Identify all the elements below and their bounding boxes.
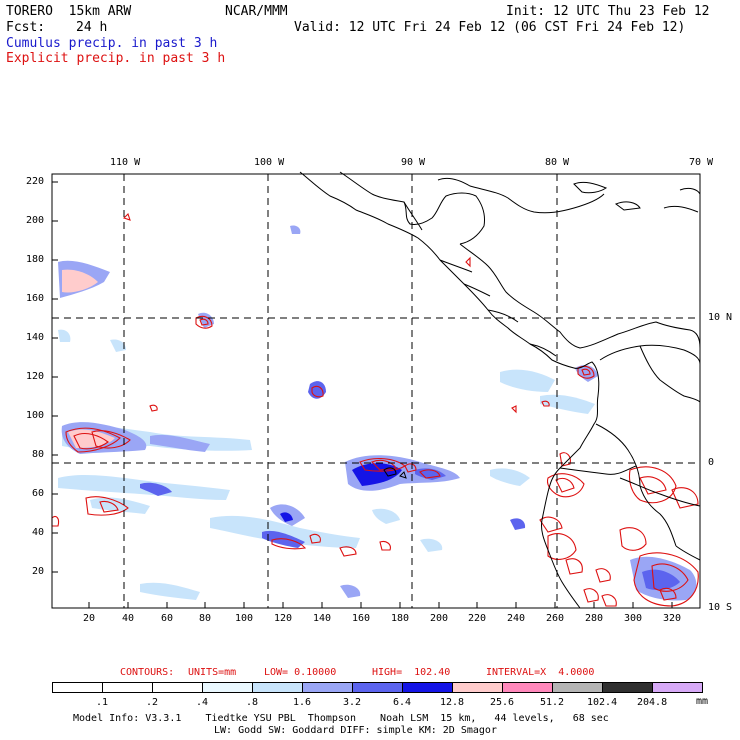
colorbar-label: .2 — [146, 697, 159, 708]
colorbar-label: .1 — [96, 697, 109, 708]
model-name: TORERO 15km ARW — [6, 4, 132, 19]
model-info: Model Info: V3.3.1 Tiedtke YSU PBL Thomp… — [73, 713, 609, 724]
colorbar-label: 12.8 — [440, 697, 465, 708]
lat-lon-grid — [52, 174, 700, 608]
map-frame — [51, 173, 701, 609]
lon-label-90w: 90 W — [401, 157, 426, 168]
colorbar-label: 6.4 — [393, 697, 412, 708]
organization: NCAR/MMM — [225, 4, 288, 19]
colorbar-cell — [652, 682, 703, 693]
y-label: 220 — [26, 176, 45, 187]
y-label: 200 — [26, 215, 45, 226]
x-label: 20 — [83, 613, 96, 624]
colorbar-cell — [252, 682, 303, 693]
valid-time: Valid: 12 UTC Fri 24 Feb 12 (06 CST Fri … — [294, 20, 686, 35]
contours-label: CONTOURS: — [120, 667, 175, 678]
y-label: 180 — [26, 254, 45, 265]
x-label: 280 — [585, 613, 604, 624]
colorbar-label: 102.4 — [587, 697, 618, 708]
forecast-hour: 24 h — [76, 20, 108, 35]
colorbar-label: 3.2 — [343, 697, 362, 708]
x-label: 240 — [507, 613, 526, 624]
y-label: 80 — [32, 449, 45, 460]
colorbar-cell — [602, 682, 653, 693]
forecast-label: Fcst: — [6, 20, 46, 35]
colorbar-cell — [202, 682, 253, 693]
lat-label-0: 0 — [708, 457, 715, 468]
contours-high: HIGH= 102.40 — [372, 667, 451, 678]
colorbar-label: 204.8 — [637, 697, 668, 708]
x-label: 180 — [391, 613, 410, 624]
colorbar-cell — [502, 682, 553, 693]
coastlines — [299, 171, 701, 609]
x-label: 220 — [468, 613, 487, 624]
lon-label-80w: 80 W — [545, 157, 570, 168]
colorbar-label: 25.6 — [490, 697, 515, 708]
init-time: Init: 12 UTC Thu 23 Feb 12 — [506, 4, 710, 19]
colorbar-cell — [352, 682, 403, 693]
x-label: 300 — [624, 613, 643, 624]
x-label: 60 — [161, 613, 174, 624]
x-label: 320 — [663, 613, 682, 624]
x-label: 120 — [274, 613, 293, 624]
y-label: 120 — [26, 371, 45, 382]
contours-units: UNITS=mm — [188, 667, 237, 678]
colorbar-unit: mm — [696, 696, 709, 707]
colorbar-cell — [452, 682, 503, 693]
y-label: 20 — [32, 566, 45, 577]
colorbar-cell — [302, 682, 353, 693]
colorbar-label: 51.2 — [540, 697, 565, 708]
colorbar-cell — [102, 682, 153, 693]
cumulus-precip-shading — [58, 225, 697, 601]
y-label: 100 — [26, 410, 45, 421]
lon-label-70w: 70 W — [689, 157, 714, 168]
lon-label-100w: 100 W — [254, 157, 285, 168]
colorbar-cell — [552, 682, 603, 693]
axis-ticks — [52, 181, 673, 608]
x-label: 100 — [235, 613, 254, 624]
lon-label-110w: 110 W — [110, 157, 141, 168]
lat-label-10s: 10 S — [708, 602, 733, 613]
colorbar-cell — [152, 682, 203, 693]
y-label: 60 — [32, 488, 45, 499]
x-label: 80 — [199, 613, 212, 624]
contours-interval: INTERVAL=X 4.0000 — [486, 667, 595, 678]
contours-low: LOW= 0.10000 — [264, 667, 337, 678]
colorbar-label: .4 — [196, 697, 209, 708]
y-label: 160 — [26, 293, 45, 304]
colorbar-label: 1.6 — [293, 697, 312, 708]
lat-label-10n: 10 N — [708, 312, 733, 323]
colorbar-cell — [402, 682, 453, 693]
physics-info: LW: Godd SW: Goddard DIFF: simple KM: 2D… — [214, 725, 497, 736]
x-label: 160 — [352, 613, 371, 624]
x-label: 140 — [313, 613, 332, 624]
x-label: 200 — [430, 613, 449, 624]
explicit-precip-contours — [51, 212, 699, 607]
cumulus-legend: Cumulus precip. in past 3 h — [6, 36, 218, 51]
y-label: 40 — [32, 527, 45, 538]
x-label: 40 — [122, 613, 135, 624]
explicit-legend: Explicit precip. in past 3 h — [6, 51, 226, 66]
colorbar-cell — [52, 682, 103, 693]
colorbar-label: .8 — [246, 697, 259, 708]
x-label: 260 — [546, 613, 565, 624]
y-label: 140 — [26, 332, 45, 343]
